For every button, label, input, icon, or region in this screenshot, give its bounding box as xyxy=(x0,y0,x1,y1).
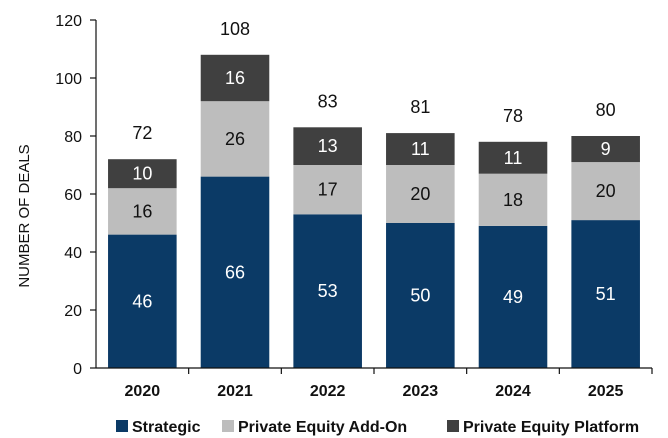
y-tick-label: 60 xyxy=(64,187,82,204)
data-label: 9 xyxy=(601,139,611,159)
bar-segment xyxy=(386,133,455,165)
bar-segment xyxy=(478,141,548,174)
y-tick-label: 0 xyxy=(73,361,82,378)
data-label: 16 xyxy=(225,68,245,88)
x-tick-label: 2024 xyxy=(495,383,531,400)
total-label: 72 xyxy=(132,123,152,143)
y-axis-label: NUMBER OF DEALS xyxy=(16,144,33,287)
bar-segment xyxy=(386,165,455,223)
data-label: 16 xyxy=(132,201,152,221)
legend-swatch xyxy=(116,420,128,432)
x-tick-label: 2025 xyxy=(588,383,624,400)
data-label: 26 xyxy=(225,129,245,149)
bar-segment xyxy=(200,101,270,177)
total-label: 81 xyxy=(410,97,430,117)
y-tick-label: 20 xyxy=(64,303,82,320)
y-tick-label: 120 xyxy=(55,13,82,30)
x-tick-label: 2023 xyxy=(403,383,439,400)
legend-label: Private Equity Platform xyxy=(463,419,639,436)
bar-segment xyxy=(478,225,548,368)
bar-segment xyxy=(293,165,362,215)
legend-label: Private Equity Add-On xyxy=(238,419,407,436)
y-tick-label: 100 xyxy=(55,71,82,88)
data-label: 66 xyxy=(225,262,245,282)
total-label: 78 xyxy=(503,106,523,126)
legend-swatch xyxy=(222,420,234,432)
data-label: 11 xyxy=(504,148,523,168)
bar-segment xyxy=(478,173,548,226)
bar-segment xyxy=(571,220,640,368)
data-label: 10 xyxy=(132,164,152,184)
legend-label: Strategic xyxy=(132,419,201,436)
bar-segment xyxy=(293,127,362,165)
y-tick-label: 80 xyxy=(64,129,82,146)
y-tick-label: 40 xyxy=(64,245,82,262)
data-label: 20 xyxy=(596,181,616,201)
data-label: 49 xyxy=(503,287,523,307)
data-label: 51 xyxy=(596,284,616,304)
bar-segment xyxy=(571,136,640,163)
total-label: 83 xyxy=(318,91,338,111)
bar-segment xyxy=(386,223,455,368)
data-label: 50 xyxy=(410,286,430,306)
bar-segment xyxy=(200,54,270,102)
x-tick-label: 2021 xyxy=(217,383,253,400)
x-tick-label: 2020 xyxy=(125,383,161,400)
data-label: 46 xyxy=(132,291,152,311)
data-label: 20 xyxy=(410,184,430,204)
data-label: 17 xyxy=(318,180,338,200)
data-label: 11 xyxy=(411,139,430,159)
data-label: 53 xyxy=(318,281,338,301)
bar-segment xyxy=(293,214,362,368)
bar-segment xyxy=(108,234,177,368)
x-tick-label: 2022 xyxy=(310,383,346,400)
total-label: 108 xyxy=(220,19,250,39)
bar-segment xyxy=(108,159,177,189)
bar-segment xyxy=(571,162,640,221)
total-label: 80 xyxy=(596,100,616,120)
bar-segment xyxy=(108,188,177,235)
bar-segment xyxy=(200,176,270,368)
legend-swatch xyxy=(447,420,459,432)
data-label: 13 xyxy=(318,136,338,156)
data-label: 18 xyxy=(503,190,523,210)
